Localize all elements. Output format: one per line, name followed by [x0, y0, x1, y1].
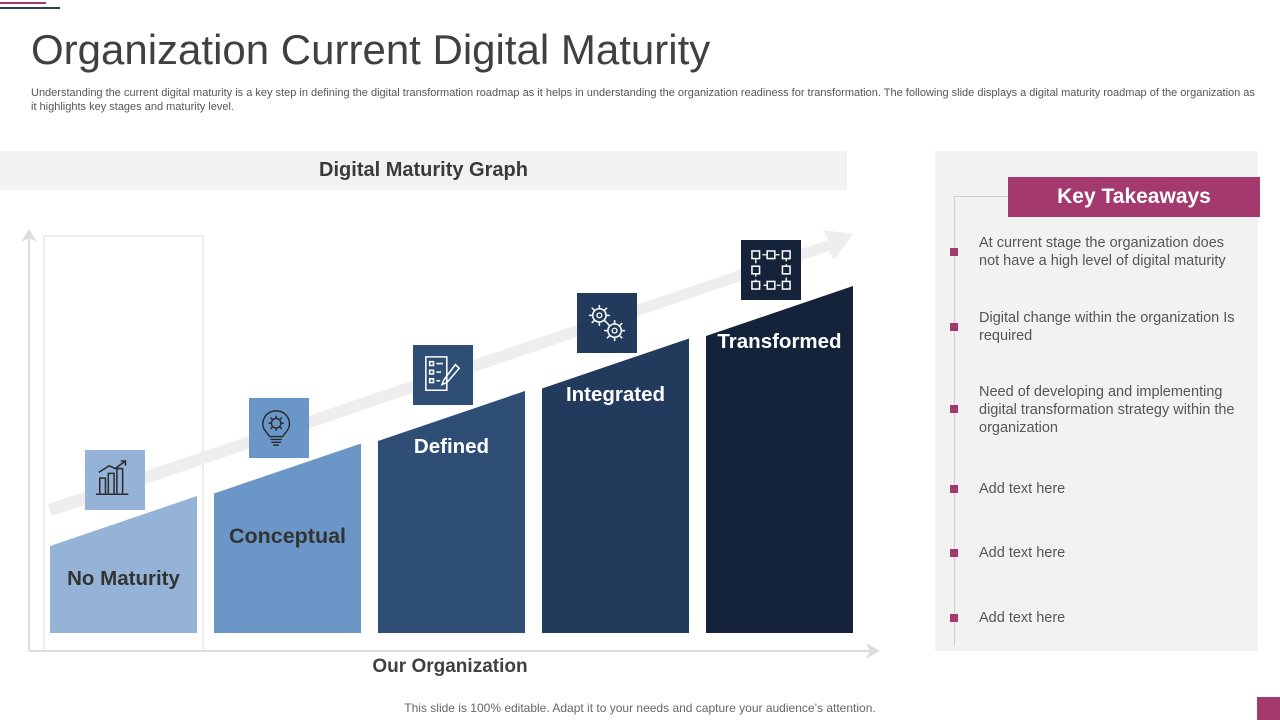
corner-accent-square	[1257, 697, 1280, 720]
takeaway-text: Digital change within the organization I…	[979, 310, 1235, 344]
y-axis-arrow	[21, 229, 37, 242]
takeaways-panel	[935, 151, 1258, 651]
takeaway-bullet	[950, 248, 958, 256]
gears-icon	[588, 304, 626, 341]
stage-label: Defined	[413, 435, 490, 458]
corner-accent-line	[0, 2, 46, 4]
takeaway-bullet	[950, 405, 958, 413]
stage-label: No Maturity	[67, 567, 180, 590]
stage-bar	[542, 338, 689, 633]
takeaway-bullet	[950, 485, 958, 493]
stage-label: Integrated	[565, 382, 666, 406]
footer-note: This slide is 100% editable. Adapt it to…	[404, 701, 876, 715]
stage-label: Transformed	[717, 330, 842, 353]
takeaways-bracket-vertical	[954, 196, 955, 646]
takeaway-bullet	[950, 614, 958, 622]
stage-icon-box	[577, 292, 637, 353]
page-subtitle: Understanding the current digital maturi…	[31, 87, 1255, 113]
growth-chart-icon	[95, 460, 129, 496]
corner-navy-line	[0, 7, 60, 9]
stage-bar	[214, 443, 361, 633]
takeaway-text: Add text here	[979, 610, 1066, 626]
stage-bar	[50, 496, 197, 633]
x-axis-arrow	[866, 643, 880, 659]
stage-icon-box	[741, 240, 801, 300]
stage-icon-box	[85, 450, 145, 510]
stage-label: Conceptual	[228, 524, 347, 548]
transform-nodes-icon	[751, 250, 791, 290]
lightbulb-gear-icon	[262, 409, 291, 446]
takeaway-text: Need of developing and implementing digi…	[979, 384, 1235, 436]
x-axis-label: Our Organization	[372, 656, 528, 677]
stage-bar	[706, 286, 853, 633]
takeaway-bullet	[950, 323, 958, 331]
takeaway-bullet	[950, 549, 958, 557]
takeaways-header: Key Takeaways	[1008, 177, 1260, 217]
checklist-pencil-icon	[425, 356, 461, 391]
stage-icon-box	[249, 397, 309, 458]
takeaways-bracket-horizontal	[954, 196, 1014, 197]
takeaway-text: At current stage the organization does n…	[979, 235, 1226, 269]
takeaway-text: Add text here	[979, 481, 1066, 497]
graph-header: Digital Maturity Graph	[0, 151, 847, 190]
page-title: Organization Current Digital Maturity	[31, 26, 711, 73]
stage-icon-box	[413, 345, 473, 405]
takeaway-text: Add text here	[979, 545, 1066, 561]
stage-bar	[378, 391, 525, 633]
graph-title: Digital Maturity Graph	[319, 159, 528, 181]
